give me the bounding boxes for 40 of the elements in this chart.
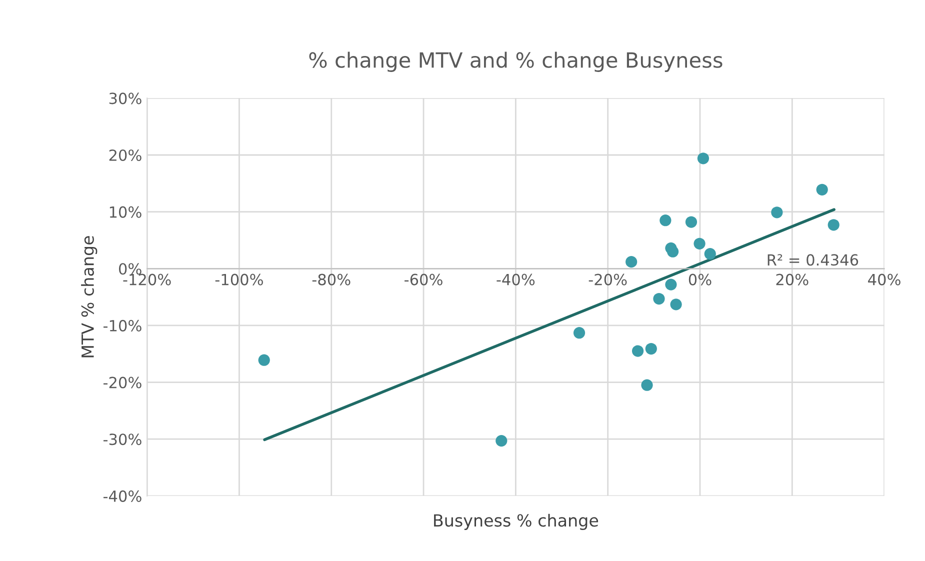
point <box>685 216 698 228</box>
point <box>667 246 679 258</box>
y-axis-title: MTV % change <box>81 236 98 358</box>
point <box>496 434 508 447</box>
point <box>771 206 783 218</box>
x-axis-title: Busyness % change <box>434 514 598 530</box>
point <box>670 298 682 310</box>
point <box>626 256 638 268</box>
annotation: R² = 0.4346 <box>768 254 858 266</box>
point <box>653 292 665 305</box>
x-tick-label: -40% <box>496 274 535 286</box>
x-tick-label: 0% <box>688 274 712 286</box>
y-tick-label: 30% <box>109 92 142 104</box>
y-tick-label: -40% <box>103 490 142 502</box>
x-tick-label: -60% <box>404 274 442 286</box>
point <box>645 342 657 355</box>
point <box>258 354 270 366</box>
point <box>828 219 840 231</box>
chart-title: % change MTV and % change Busyness <box>309 52 722 72</box>
x-tick-label: 40% <box>868 274 900 286</box>
point <box>660 214 672 226</box>
y-tick-label: 10% <box>110 206 142 218</box>
x-tick-label: -80% <box>312 274 350 286</box>
y-tick-label: 0% <box>118 263 142 275</box>
point <box>641 379 653 391</box>
y-tick-label: -30% <box>103 434 142 446</box>
point <box>704 248 716 260</box>
x-tick-label: -20% <box>588 274 627 286</box>
point <box>665 278 677 290</box>
point <box>697 152 710 164</box>
y-tick-label: -10% <box>103 320 142 332</box>
point <box>573 327 586 339</box>
point <box>816 184 828 196</box>
x-tick-label: -100% <box>215 274 263 286</box>
y-tick-label: -20% <box>103 376 142 388</box>
x-tick-label: 20% <box>776 274 808 286</box>
point <box>632 345 644 357</box>
x-tick-label: -120% <box>123 274 171 286</box>
y-tick-label: 20% <box>109 149 142 162</box>
point <box>694 238 706 250</box>
